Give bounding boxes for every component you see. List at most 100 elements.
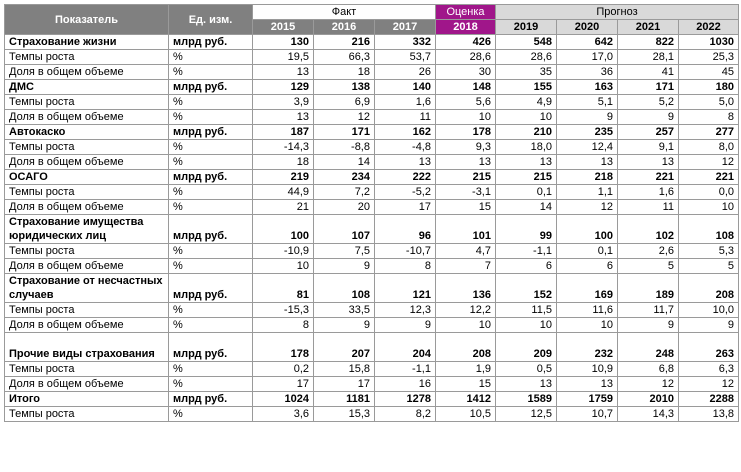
value-cell: -5,2 [374, 184, 436, 200]
year-header: 2020 [556, 19, 618, 35]
value-cell: 10,9 [556, 361, 618, 377]
indicator-cell: Темпы роста [4, 361, 169, 377]
estimate-header: Оценка [435, 4, 496, 20]
table-row-main: ОСАГО млрд руб. 219 234 222 215 215 218 221 221 [4, 169, 740, 185]
unit-cell: % [168, 302, 253, 318]
value-cell: 5,0 [677, 94, 740, 110]
value-cell: 5,1 [556, 94, 618, 110]
value-cell: 155 [495, 79, 557, 95]
indicator-cell: Темпы роста [4, 302, 169, 318]
table-header: Показатель Ед. изм. Факт Оценка Прогноз … [4, 4, 740, 35]
value-cell: 12,2 [435, 302, 496, 318]
value-cell: 1024 [252, 391, 314, 407]
unit-cell: млрд руб. [168, 332, 253, 362]
value-cell: 9 [374, 317, 436, 333]
value-cell: 219 [252, 169, 314, 185]
value-cell: 102 [617, 214, 679, 244]
value-cell: 130 [252, 34, 314, 50]
indicator-header: Показатель [4, 4, 169, 35]
insurance-forecast-table: Показатель Ед. изм. Факт Оценка Прогноз … [4, 4, 740, 422]
value-cell: 13 [617, 154, 679, 170]
value-cell: 221 [677, 169, 740, 185]
value-cell: 19,5 [252, 49, 314, 65]
value-cell: 9 [313, 317, 375, 333]
value-cell: -3,1 [435, 184, 496, 200]
value-cell: 9 [617, 109, 679, 125]
value-cell: 426 [435, 34, 496, 50]
table-row-sub: Темпы роста% 19,5 66,3 53,7 28,6 28,6 17,0 28,1… [4, 49, 740, 65]
value-cell: 129 [252, 79, 314, 95]
value-cell: 1589 [495, 391, 557, 407]
indicator-cell: Прочие виды страхования [4, 332, 169, 362]
value-cell: 17 [313, 376, 375, 392]
value-cell: 100 [556, 214, 618, 244]
value-cell: 5 [677, 258, 740, 274]
unit-cell: % [168, 406, 253, 422]
indicator-cell: ДМС [4, 79, 169, 95]
value-cell: 1030 [677, 34, 740, 50]
table-row-sub: Доля в общем объеме% 8 9 9 10 10 10 9 9 [4, 317, 740, 333]
value-cell: 5,6 [435, 94, 496, 110]
table-row-sub: Доля в общем объеме% 17 17 16 15 13 13 12 12 [4, 376, 740, 392]
value-cell: 10 [435, 109, 496, 125]
indicator-cell: Доля в общем объеме [4, 376, 169, 392]
value-cell: -8,8 [313, 139, 375, 155]
indicator-cell: Страхование от несчастных случаев [4, 273, 169, 303]
value-cell: 15,8 [313, 361, 375, 377]
value-cell: 26 [374, 64, 436, 80]
unit-cell: % [168, 49, 253, 65]
table-body: Страхование жизни млрд руб. 130 216 332 426 54… [4, 34, 740, 422]
unit-cell: % [168, 109, 253, 125]
table-row-sub: Темпы роста% -10,9 7,5 -10,7 4,7 -1,1 0,1 2,6 5,… [4, 243, 740, 259]
value-cell: 17 [374, 199, 436, 215]
unit-cell: млрд руб. [168, 391, 253, 407]
value-cell: 44,9 [252, 184, 314, 200]
value-cell: 232 [556, 332, 618, 362]
value-cell: 8 [374, 258, 436, 274]
unit-cell: % [168, 361, 253, 377]
value-cell: 10,0 [677, 302, 740, 318]
value-cell: 216 [313, 34, 375, 50]
table-row-sub: Доля в общем объеме% 21 20 17 15 14 12 11 10 [4, 199, 740, 215]
value-cell: 16 [374, 376, 436, 392]
value-cell: 178 [435, 124, 496, 140]
value-cell: 277 [677, 124, 740, 140]
value-cell: 10 [677, 199, 740, 215]
value-cell: 548 [495, 34, 557, 50]
value-cell: 1,9 [435, 361, 496, 377]
value-cell: 107 [313, 214, 375, 244]
value-cell: 7 [435, 258, 496, 274]
indicator-cell: Темпы роста [4, 139, 169, 155]
value-cell: 12,5 [495, 406, 557, 422]
value-cell: 96 [374, 214, 436, 244]
value-cell: 218 [556, 169, 618, 185]
value-cell: 1278 [374, 391, 436, 407]
year-header: 2016 [313, 19, 375, 35]
indicator-cell: Доля в общем объеме [4, 109, 169, 125]
indicator-cell: Темпы роста [4, 243, 169, 259]
table-row-main: Страхование от несчастных случаев млрд ру… [4, 273, 740, 303]
value-cell: 332 [374, 34, 436, 50]
value-cell: 0,0 [677, 184, 740, 200]
value-cell: 2,6 [617, 243, 679, 259]
value-cell: 6,8 [617, 361, 679, 377]
value-cell: 13 [252, 109, 314, 125]
indicator-cell: Итого [4, 391, 169, 407]
value-cell: 18 [313, 64, 375, 80]
unit-cell: % [168, 317, 253, 333]
value-cell: 7,2 [313, 184, 375, 200]
value-cell: 3,9 [252, 94, 314, 110]
value-cell: 13 [435, 154, 496, 170]
table-row-sub: Темпы роста% 44,9 7,2 -5,2 -3,1 0,1 1,1 1,6 0,0 [4, 184, 740, 200]
indicator-cell: Доля в общем объеме [4, 64, 169, 80]
indicator-cell: Страхование имущества юридических лиц [4, 214, 169, 244]
value-cell: 13 [374, 154, 436, 170]
value-cell: 45 [677, 64, 740, 80]
value-cell: 208 [435, 332, 496, 362]
unit-cell: % [168, 258, 253, 274]
table-row-sub: Доля в общем объеме% 13 18 26 30 35 36 41 45 [4, 64, 740, 80]
value-cell: 108 [677, 214, 740, 244]
value-cell: 4,7 [435, 243, 496, 259]
value-cell: 35 [495, 64, 557, 80]
value-cell: 209 [495, 332, 557, 362]
